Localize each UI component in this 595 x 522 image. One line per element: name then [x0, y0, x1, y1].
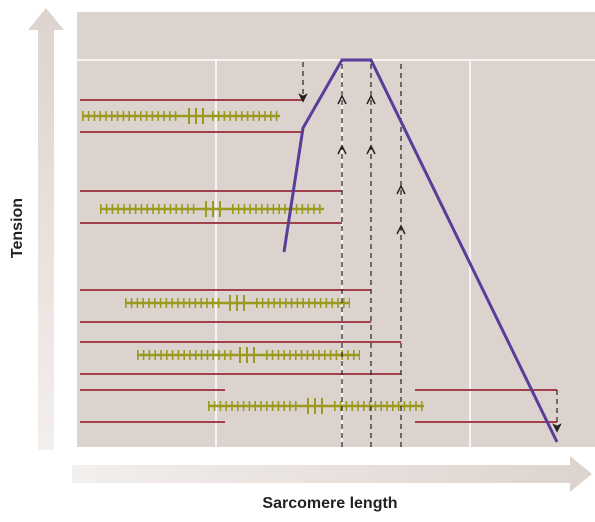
y-arrow	[28, 8, 64, 450]
x-axis-label: Sarcomere length	[262, 495, 397, 512]
plot-area	[77, 12, 595, 447]
y-axis-label: Tension	[9, 198, 26, 258]
diagram: Tension Sarcomere length	[0, 0, 595, 517]
x-arrow	[72, 456, 592, 492]
